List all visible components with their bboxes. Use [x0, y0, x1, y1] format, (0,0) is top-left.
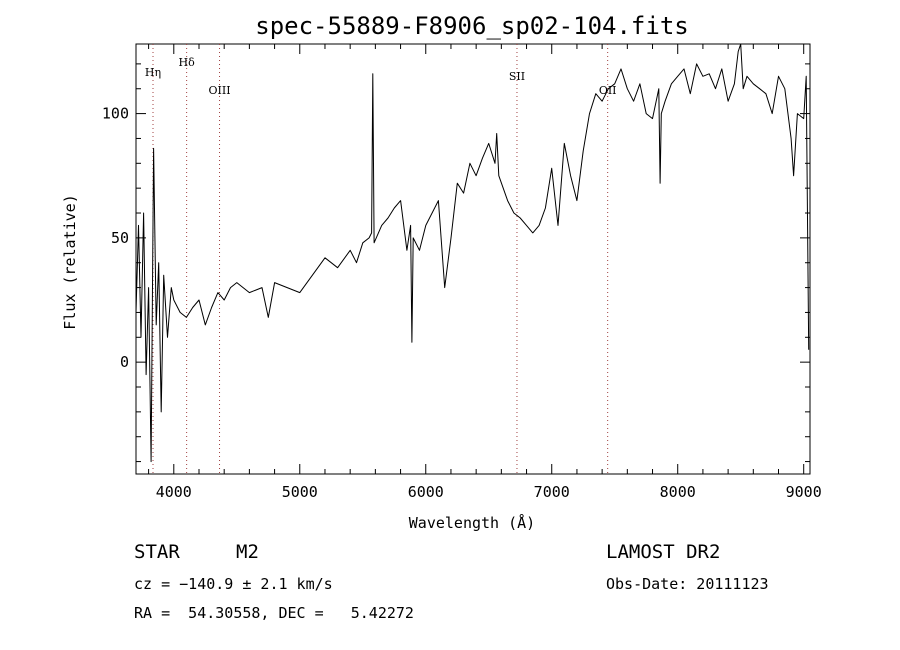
object-type: STAR	[134, 541, 180, 563]
axis-ticks	[136, 44, 810, 474]
observation-date: Obs-Date: 20111123	[606, 575, 769, 593]
line-marker-label: Hη	[145, 66, 161, 79]
line-marker-label: SII	[509, 70, 525, 83]
y-tick-label: 100	[102, 105, 129, 123]
spectrum-line	[135, 43, 810, 463]
tick-labels: 4000 5000 6000 7000 8000 9000 0 50 100	[102, 105, 822, 501]
y-tick-label: 0	[120, 353, 129, 371]
line-marker-label: OIII	[208, 84, 230, 97]
x-tick-label: 7000	[534, 483, 570, 501]
survey-name: LAMOST DR2	[606, 541, 721, 563]
redshift-velocity: cz = −140.9 ± 2.1 km/s	[134, 575, 333, 593]
x-tick-label: 9000	[786, 483, 822, 501]
x-tick-label: 8000	[660, 483, 696, 501]
object-subclass: M2	[236, 541, 259, 563]
x-tick-label: 6000	[408, 483, 444, 501]
x-tick-label: 5000	[282, 483, 318, 501]
coordinates: RA = 54.30558, DEC = 5.42272	[134, 604, 414, 622]
plot-frame	[135, 43, 811, 475]
line-marker-label: Hδ	[179, 56, 196, 69]
y-tick-label: 50	[111, 229, 129, 247]
y-axis-label: Flux (relative)	[61, 194, 79, 329]
x-axis-label: Wavelength (Å)	[409, 513, 535, 532]
chart-title: spec-55889-F8906_sp02-104.fits	[255, 12, 688, 40]
x-tick-label: 4000	[156, 483, 192, 501]
